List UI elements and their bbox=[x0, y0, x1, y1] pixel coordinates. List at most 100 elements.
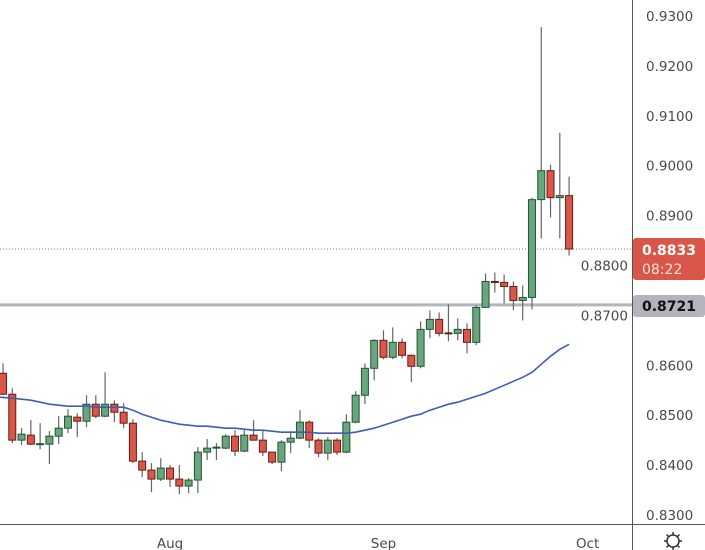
candle bbox=[101, 372, 110, 418]
candle-body bbox=[537, 170, 546, 201]
current-price-label: 0.8833 08:22 bbox=[633, 238, 705, 280]
time-axis[interactable]: Aug Sep Oct bbox=[157, 536, 599, 550]
candle bbox=[351, 391, 360, 424]
candle bbox=[277, 440, 286, 472]
candle-body bbox=[240, 434, 249, 452]
candle bbox=[472, 305, 481, 346]
candle-body bbox=[435, 318, 444, 334]
y-tick-label: 0.8900 bbox=[646, 209, 693, 225]
candle-body bbox=[54, 427, 63, 437]
candle bbox=[314, 438, 323, 458]
candle bbox=[333, 438, 342, 456]
candle-body bbox=[184, 479, 193, 487]
candle-body bbox=[379, 339, 388, 358]
candle-body bbox=[249, 434, 258, 441]
plot-area bbox=[0, 26, 632, 495]
candle bbox=[370, 339, 379, 381]
candle bbox=[82, 395, 91, 428]
candle bbox=[537, 26, 546, 239]
candle-body bbox=[73, 416, 82, 422]
candle-body bbox=[518, 296, 527, 301]
candle bbox=[8, 388, 17, 444]
candle-body bbox=[119, 411, 128, 424]
price-axis[interactable]: 0.9300 0.9200 0.9100 0.9000 0.8900 0.8800 0.87… bbox=[581, 9, 694, 524]
candle-body bbox=[351, 394, 360, 423]
candle-body bbox=[26, 434, 35, 445]
y-tick-label: 0.8300 bbox=[646, 508, 693, 524]
candle-body bbox=[370, 339, 379, 369]
candle bbox=[73, 413, 82, 438]
candle-body bbox=[175, 478, 184, 487]
candle bbox=[379, 330, 388, 360]
candle bbox=[138, 452, 147, 478]
candle-body bbox=[360, 367, 369, 396]
candle-body bbox=[45, 435, 54, 445]
y-tick-label: 0.8500 bbox=[646, 408, 693, 424]
x-tick-label: Aug bbox=[157, 536, 183, 550]
candle-body bbox=[509, 285, 518, 301]
candle bbox=[453, 318, 462, 341]
candle-body bbox=[277, 441, 286, 463]
candle bbox=[110, 400, 119, 423]
y-tick-label: 0.9000 bbox=[646, 159, 693, 175]
countdown-text: 08:22 bbox=[642, 262, 682, 278]
candle bbox=[193, 447, 202, 494]
candle-body bbox=[128, 422, 137, 462]
candle bbox=[221, 434, 230, 450]
candle-body bbox=[472, 306, 481, 343]
candle-body bbox=[221, 435, 230, 449]
candle bbox=[500, 274, 509, 304]
candle-body bbox=[138, 460, 147, 471]
candle bbox=[128, 419, 137, 464]
candle-body bbox=[36, 443, 45, 446]
candle bbox=[565, 176, 574, 256]
candle-body bbox=[286, 437, 295, 443]
candle bbox=[295, 410, 304, 440]
candle bbox=[54, 416, 63, 445]
candle bbox=[184, 478, 193, 494]
candle bbox=[240, 430, 249, 453]
candle-body bbox=[425, 318, 434, 330]
candle-body bbox=[444, 332, 453, 335]
gear-icon[interactable] bbox=[664, 532, 682, 550]
candle-body bbox=[500, 281, 509, 287]
candle-body bbox=[555, 195, 564, 199]
candle-body bbox=[388, 341, 397, 358]
candle bbox=[555, 132, 564, 239]
candle-body bbox=[398, 341, 407, 356]
hline-label-text: 0.8721 bbox=[642, 299, 696, 315]
candle-body bbox=[527, 199, 536, 298]
y-tick-label: 0.8800 bbox=[581, 259, 628, 275]
candle bbox=[63, 409, 72, 434]
candle bbox=[36, 423, 45, 450]
candle-body bbox=[268, 451, 277, 463]
candle-body bbox=[147, 469, 156, 480]
candle-body bbox=[212, 446, 221, 449]
candle bbox=[147, 463, 156, 493]
candle bbox=[490, 272, 499, 293]
y-tick-label: 0.9300 bbox=[646, 9, 693, 25]
candle-body bbox=[156, 467, 165, 480]
candle-body bbox=[17, 433, 26, 441]
candle bbox=[416, 321, 425, 369]
y-tick-label: 0.9200 bbox=[646, 59, 693, 75]
candle bbox=[26, 420, 35, 446]
candle-body bbox=[333, 439, 342, 453]
x-tick-label: Oct bbox=[576, 536, 599, 550]
candle-body bbox=[231, 435, 239, 452]
candle-body bbox=[101, 403, 110, 417]
candle-body bbox=[258, 439, 267, 453]
candle bbox=[305, 420, 314, 449]
candle bbox=[0, 363, 7, 396]
candle-body bbox=[63, 415, 72, 429]
candle bbox=[212, 443, 221, 461]
candle bbox=[546, 164, 555, 218]
candle bbox=[268, 451, 277, 465]
candle-body bbox=[453, 328, 462, 334]
candle-body bbox=[8, 393, 17, 441]
candle-body bbox=[463, 328, 471, 343]
candle bbox=[360, 363, 369, 405]
y-tick-label: 0.9100 bbox=[646, 109, 693, 125]
candle-body bbox=[0, 372, 7, 395]
